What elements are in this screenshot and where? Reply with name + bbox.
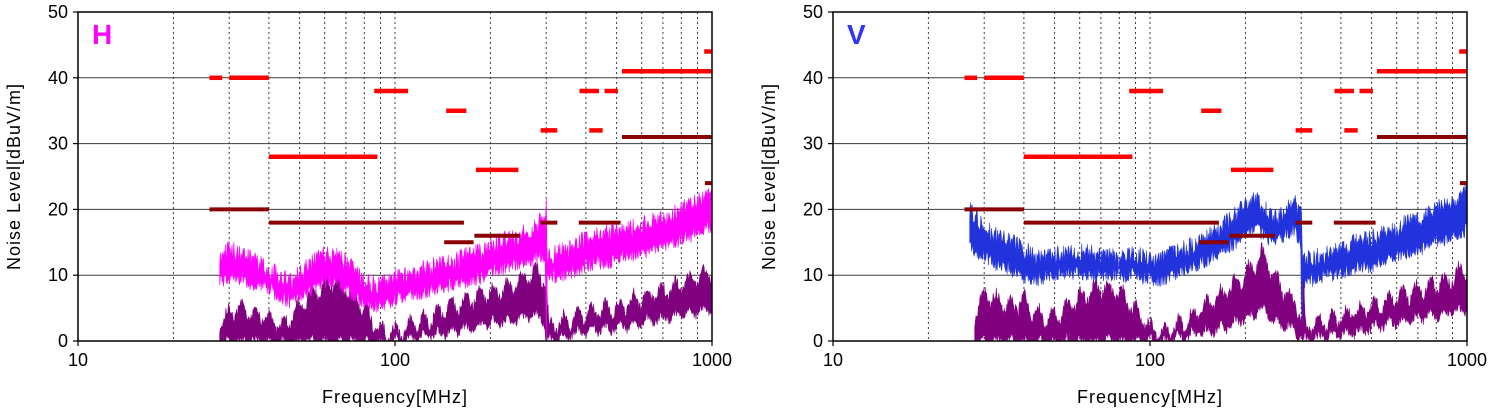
x-tick-label: 10 (68, 350, 88, 370)
chart-panel-horizontal: 0 10 20 30 40 50 10 100 1000 Frequency[MHz] Noise … (0, 0, 745, 414)
y-tick-label: 40 (48, 68, 68, 88)
polarization-label: H (92, 19, 112, 50)
chart-panel-vertical: 0 10 20 30 40 50 10 100 1000 Frequency[MHz] Noise … (755, 0, 1500, 414)
polarization-label: V (847, 19, 866, 50)
y-tick-label: 10 (48, 265, 68, 285)
chart-background (755, 0, 1500, 414)
y-tick-label: 10 (803, 265, 823, 285)
y-tick-label: 30 (48, 134, 68, 154)
y-tick-label: 0 (813, 331, 823, 351)
y-tick-label: 0 (58, 331, 68, 351)
y-axis-title: Noise Level[dBuV/m] (4, 83, 24, 270)
chart-background (0, 0, 745, 414)
x-tick-label: 1000 (692, 350, 732, 370)
y-tick-label: 40 (803, 68, 823, 88)
y-axis-title: Noise Level[dBuV/m] (759, 83, 779, 270)
y-tick-label: 50 (48, 2, 68, 22)
x-axis-title: Frequency[MHz] (322, 387, 468, 407)
x-tick-label: 10 (823, 350, 843, 370)
x-tick-label: 100 (380, 350, 410, 370)
x-tick-label: 1000 (1447, 350, 1487, 370)
x-tick-label: 100 (1135, 350, 1165, 370)
y-tick-label: 20 (48, 199, 68, 219)
y-tick-label: 20 (803, 199, 823, 219)
y-tick-label: 50 (803, 2, 823, 22)
y-tick-label: 30 (803, 134, 823, 154)
x-axis-title: Frequency[MHz] (1077, 387, 1223, 407)
